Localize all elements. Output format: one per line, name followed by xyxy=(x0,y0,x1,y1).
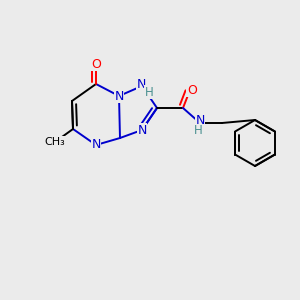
Text: CH₃: CH₃ xyxy=(45,137,65,147)
Text: N: N xyxy=(114,89,124,103)
Text: H: H xyxy=(145,85,153,98)
Text: N: N xyxy=(91,139,101,152)
Text: O: O xyxy=(91,58,101,70)
Text: O: O xyxy=(187,83,197,97)
Text: H: H xyxy=(194,124,202,137)
Text: N: N xyxy=(136,77,146,91)
Text: N: N xyxy=(137,124,147,136)
Text: N: N xyxy=(195,115,205,128)
